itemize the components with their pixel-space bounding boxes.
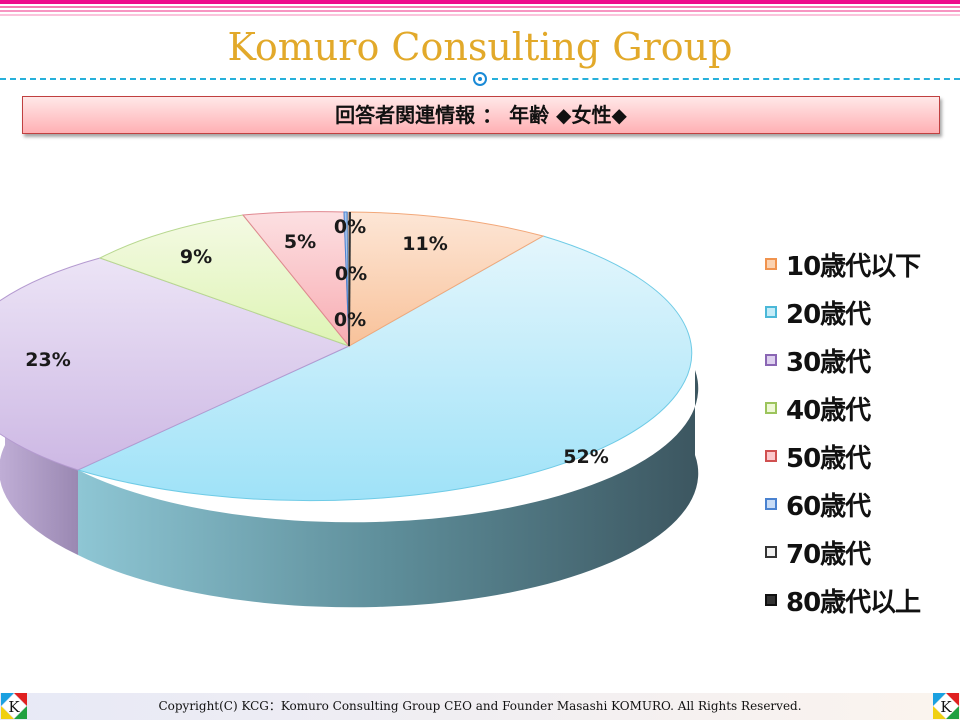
label-20s: 52% — [563, 446, 608, 468]
legend-swatch-icon — [765, 258, 777, 270]
chart-legend: 10歳代以下 20歳代 30歳代 40歳代 50歳代 60歳代 70歳代 80歳… — [765, 240, 921, 624]
pie-chart: 11% 52% 23% 9% 5% 0% 0% 0% — [0, 190, 720, 630]
legend-swatch-icon — [765, 450, 777, 462]
legend-swatch-icon — [765, 402, 777, 414]
legend-swatch-icon — [765, 354, 777, 366]
legend-item-70s: 70歳代 — [765, 528, 920, 576]
slide-title: 回答者関連情報 ： 年齢 ◆女性◆ — [22, 96, 940, 134]
kcg-logo-icon: K — [933, 693, 959, 719]
pie-side-20s — [78, 370, 699, 608]
svg-text:K: K — [940, 698, 952, 716]
legend-item-40s: 40歳代 — [765, 384, 920, 432]
label-70s: 0% — [335, 263, 367, 285]
legend-item-30s: 30歳代 — [765, 336, 920, 384]
legend-item-80s: 80歳代以上 — [765, 576, 921, 624]
divider-right — [492, 78, 960, 80]
footer-bar: Copyright(C) KCG：Komuro Consulting Group… — [0, 693, 960, 720]
divider-ornament-icon — [473, 72, 487, 86]
legend-swatch-icon — [765, 594, 777, 606]
svg-text:K: K — [8, 698, 20, 716]
legend-swatch-icon — [765, 498, 777, 510]
legend-item-10s: 10歳代以下 — [765, 240, 921, 288]
legend-swatch-icon — [765, 306, 777, 318]
legend-item-20s: 20歳代 — [765, 288, 920, 336]
divider-left — [0, 78, 466, 80]
legend-item-60s: 60歳代 — [765, 480, 920, 528]
legend-item-50s: 50歳代 — [765, 432, 920, 480]
slice-80s — [348, 211, 351, 347]
slice-10s — [348, 211, 545, 347]
slice-30s — [0, 257, 351, 471]
label-50s: 5% — [284, 231, 316, 253]
slice-20s — [76, 235, 693, 502]
slice-40s — [98, 214, 351, 348]
kcg-logo-icon: K — [1, 693, 27, 719]
brand-title: Komuro Consulting Group — [227, 25, 733, 69]
label-40s: 9% — [180, 246, 212, 268]
label-30s: 23% — [25, 349, 70, 371]
label-60s: 0% — [334, 216, 366, 238]
pie-side-30s — [0, 360, 78, 555]
label-10s: 11% — [402, 233, 447, 255]
copyright-text: Copyright(C) KCG：Komuro Consulting Group… — [158, 699, 802, 713]
legend-swatch-icon — [765, 546, 777, 558]
header-stripes — [0, 0, 960, 18]
label-80s: 0% — [334, 309, 366, 331]
